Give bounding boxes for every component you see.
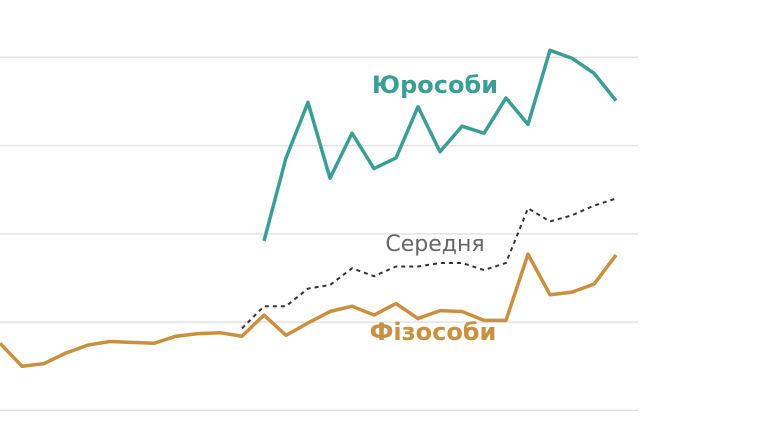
series-label: Юрособи	[372, 71, 498, 99]
series-label: Середня	[385, 232, 484, 257]
series-line	[241, 197, 617, 329]
series-line	[262, 48, 618, 242]
series-line	[0, 252, 618, 368]
series-label: Фізособи	[370, 318, 497, 346]
